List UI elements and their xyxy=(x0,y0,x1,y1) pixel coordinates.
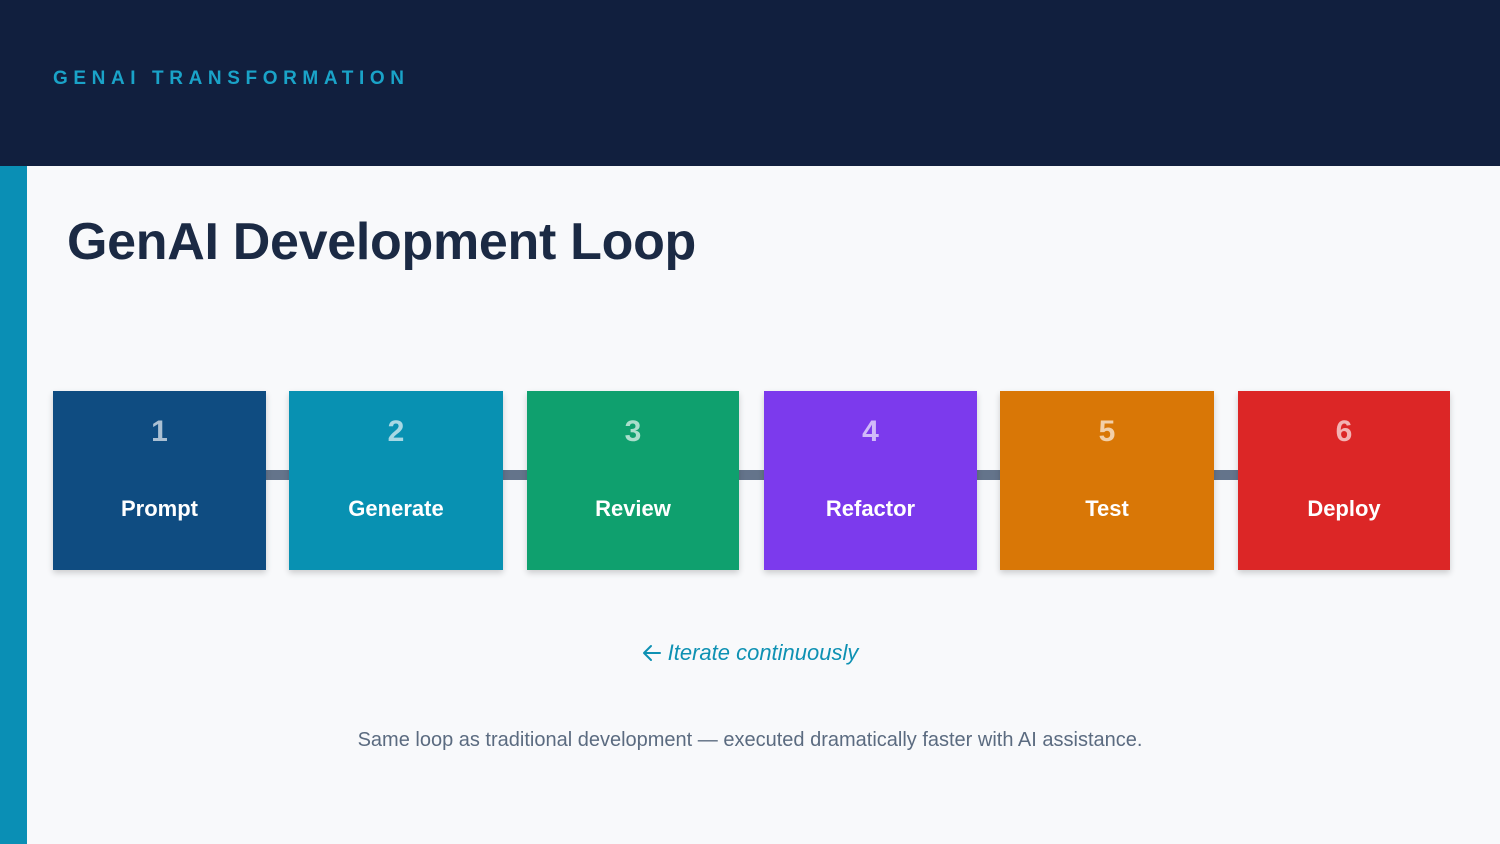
connector-3-4 xyxy=(739,470,764,480)
connector-5-6 xyxy=(1214,470,1238,480)
step-label: Test xyxy=(1085,496,1129,521)
step-number: 1 xyxy=(151,415,168,448)
iterate-note-text: Iterate continuously xyxy=(667,640,859,665)
step-number: 2 xyxy=(387,415,405,448)
step-number: 4 xyxy=(862,415,879,448)
iterate-note: Iterate continuously xyxy=(0,640,1500,666)
section-eyebrow: GENAI TRANSFORMATION xyxy=(53,68,410,89)
step-label: Review xyxy=(595,496,671,521)
step-label: Refactor xyxy=(825,496,916,521)
step-number: 5 xyxy=(1098,415,1116,448)
step-label: Prompt xyxy=(121,496,198,521)
footnote: Same loop as traditional development — e… xyxy=(357,729,1143,751)
connector-1-2 xyxy=(266,470,289,480)
step-review: 3 Review xyxy=(527,391,739,570)
step-prompt: 1 Prompt xyxy=(53,391,266,570)
arrow-left-icon xyxy=(642,640,662,666)
side-accent-bar xyxy=(0,166,27,844)
connector-2-3 xyxy=(503,470,527,480)
step-number: 3 xyxy=(624,415,642,448)
step-label: Generate xyxy=(348,496,444,521)
connector-4-5 xyxy=(977,470,1000,480)
step-label: Deploy xyxy=(1307,496,1381,521)
step-refactor: 4 Refactor xyxy=(764,391,977,570)
step-deploy: 6 Deploy xyxy=(1238,391,1450,570)
step-test: 5 Test xyxy=(1000,391,1214,570)
page-title: GenAI Development Loop xyxy=(67,213,697,271)
header-bar: GENAI TRANSFORMATION xyxy=(0,0,1500,166)
step-number: 6 xyxy=(1335,415,1353,448)
step-generate: 2 Generate xyxy=(289,391,503,570)
